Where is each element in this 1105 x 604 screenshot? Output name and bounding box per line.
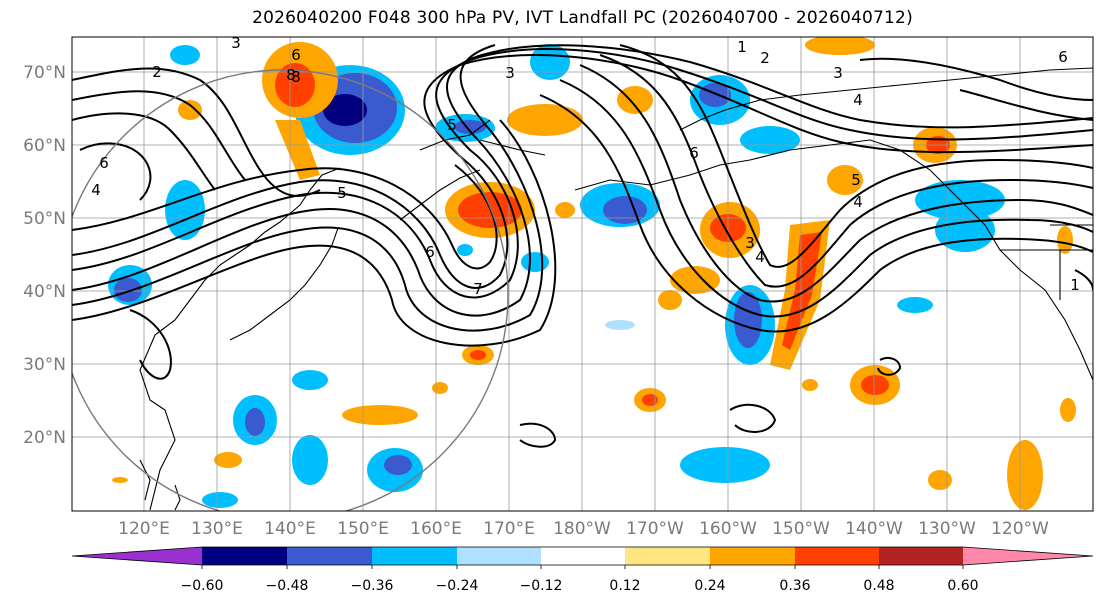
lon-label: 130°W: [918, 519, 976, 539]
pv-contour-label: 1: [1070, 276, 1080, 294]
pv-contour-label: 3: [231, 34, 241, 52]
colorbar-tick-label: −0.24: [436, 578, 479, 594]
pv-contour-label: 4: [755, 248, 765, 266]
colorbar: −0.60 −0.48 −0.36 −0.24 −0.12 0.12 0.24 0.36 0.4…: [71, 546, 1094, 594]
lat-label: 20°N: [23, 428, 66, 448]
pv-contour-label: 4: [91, 181, 101, 199]
colorbar-tick-label: −0.36: [351, 578, 394, 594]
pv-contour-label: 6: [1058, 48, 1068, 66]
colorbar-extend-high: [963, 547, 1093, 565]
pv-contour-label: 5: [337, 184, 347, 202]
lon-label: 160°W: [699, 519, 757, 539]
pv-contour-label: 3: [745, 234, 755, 252]
colorbar-segment: [287, 547, 372, 565]
pv-contour-label: 8: [291, 68, 301, 86]
map-frame: [71, 36, 1094, 512]
latitude-labels: 70°N 60°N 50°N 40°N 30°N 20°N: [23, 63, 66, 448]
colorbar-extend-low: [72, 547, 202, 565]
colorbar-tick-label: 0.24: [694, 578, 725, 594]
lat-label: 40°N: [23, 282, 66, 302]
colorbar-segment: [372, 547, 457, 565]
lon-label: 170°W: [626, 519, 684, 539]
lon-label: 140°W: [845, 519, 903, 539]
colorbar-tick-label: −0.48: [266, 578, 309, 594]
lat-label: 60°N: [23, 136, 66, 156]
pv-contour-label: 6: [689, 144, 699, 162]
colorbar-tick-label: 0.12: [609, 578, 640, 594]
pv-contour-label: 6: [291, 46, 301, 64]
colorbar-segment: [625, 547, 710, 565]
lat-label: 30°N: [23, 355, 66, 375]
graticule: [72, 37, 1093, 511]
lon-label: 140°E: [264, 519, 316, 539]
colorbar-segment: [202, 547, 287, 565]
lon-label: 130°E: [191, 519, 243, 539]
colorbar-segment: [879, 547, 963, 565]
lon-label: 120°W: [991, 519, 1049, 539]
longitude-labels: 120°E 130°E 140°E 150°E 160°E 170°E 180°W 170°W…: [118, 519, 1049, 539]
lon-label: 150°E: [337, 519, 389, 539]
colorbar-segment: [457, 547, 541, 565]
colorbar-tick-label: −0.60: [181, 578, 224, 594]
pv-contour-label: 4: [853, 91, 863, 109]
colorbar-segment: [541, 547, 625, 565]
lon-label: 160°E: [410, 519, 462, 539]
lon-label: 150°W: [772, 519, 830, 539]
pv-contour-label: 2: [152, 63, 162, 81]
pv-contour-label: 2: [760, 49, 770, 67]
pv-contour-label: 3: [505, 64, 515, 82]
lon-label: 120°E: [118, 519, 170, 539]
lat-label: 70°N: [23, 63, 66, 83]
pv-contour-label: 4: [853, 193, 863, 211]
colorbar-tick-label: 0.36: [779, 578, 810, 594]
landfall-radius-circle: [72, 69, 509, 511]
colorbar-tick-label: 0.60: [947, 578, 978, 594]
pv-contour-label: 6: [425, 243, 435, 261]
lat-label: 50°N: [23, 209, 66, 229]
colorbar-segment: [710, 547, 795, 565]
lon-label: 170°E: [483, 519, 535, 539]
pv-contour-label: 8: [286, 66, 296, 84]
pv-contour-label: 7: [473, 280, 483, 298]
pv-contour-label: 3: [833, 64, 843, 82]
lon-label: 180°W: [553, 519, 611, 539]
pv-contour-label: 5: [447, 116, 457, 134]
pv-contours: [72, 44, 1093, 448]
colorbar-tick-label: 0.48: [863, 578, 894, 594]
colorbar-tick-label: −0.12: [520, 578, 563, 594]
pv-contour-label: 5: [851, 171, 861, 189]
pv-contour-label: 6: [99, 154, 109, 172]
pv-contour-label: 1: [737, 38, 747, 56]
map-title: 2026040200 F048 300 hPa PV, IVT Landfall…: [252, 8, 913, 28]
colorbar-segment: [795, 547, 879, 565]
